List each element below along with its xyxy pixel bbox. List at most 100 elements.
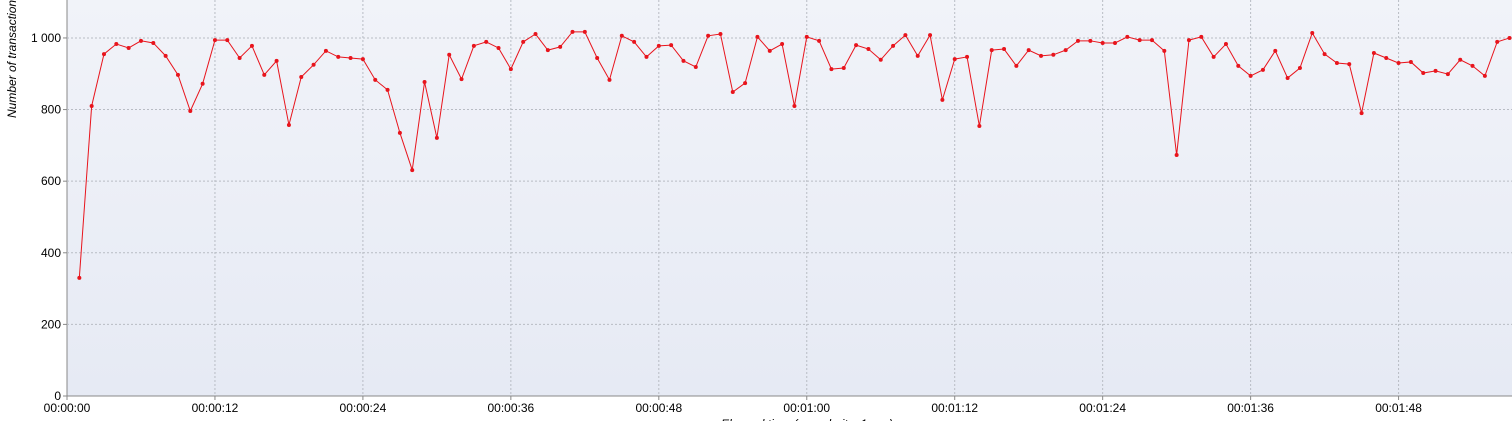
data-point (792, 103, 797, 108)
data-point (1051, 52, 1056, 57)
data-point (1322, 52, 1327, 57)
data-point (1088, 38, 1093, 43)
data-point (891, 43, 896, 48)
x-tick-label: 00:00:00 (44, 401, 91, 415)
data-point (1039, 53, 1044, 58)
data-point (163, 53, 168, 58)
data-point (1199, 34, 1204, 39)
data-point (1112, 40, 1117, 45)
data-point (1063, 48, 1068, 53)
x-axis-label: Elapsed time (granularity: 1 sec) (721, 417, 893, 421)
y-tick-label: 0 (54, 389, 61, 403)
data-point (706, 33, 711, 38)
data-point (188, 108, 193, 113)
x-tick-label: 00:01:48 (1375, 401, 1422, 415)
x-tick-label: 00:00:36 (487, 401, 534, 415)
data-point (915, 53, 920, 58)
data-point (903, 33, 908, 38)
data-point (1396, 61, 1401, 66)
data-point (718, 32, 723, 37)
data-point (1076, 38, 1081, 43)
data-point (225, 38, 230, 43)
data-point (311, 62, 316, 67)
data-point (817, 38, 822, 43)
data-point (767, 48, 772, 53)
data-point (336, 54, 341, 59)
data-point (447, 52, 452, 57)
y-tick-label: 1 000 (31, 31, 61, 45)
data-point (841, 66, 846, 71)
data-point (755, 34, 760, 39)
data-point (558, 44, 563, 49)
data-point (1507, 35, 1512, 40)
data-point (101, 52, 106, 57)
data-point (299, 74, 304, 79)
data-point (77, 275, 82, 280)
data-point (323, 48, 328, 53)
data-point (1248, 73, 1253, 78)
data-point (1125, 34, 1130, 39)
data-point (804, 34, 809, 39)
data-point (1014, 63, 1019, 68)
data-point (1260, 67, 1265, 72)
data-point (854, 43, 859, 48)
data-point (965, 54, 970, 59)
data-point (632, 39, 637, 44)
x-tick-label: 00:01:12 (931, 401, 978, 415)
data-point (1137, 38, 1142, 43)
data-point (200, 81, 205, 86)
data-point (533, 32, 538, 37)
data-point (1433, 68, 1438, 73)
data-point (373, 77, 378, 82)
data-point (286, 122, 291, 127)
data-point (940, 97, 945, 102)
data-point (1470, 63, 1475, 68)
data-point (1186, 38, 1191, 43)
data-point (619, 33, 624, 38)
data-point (693, 64, 698, 69)
y-tick-label: 600 (41, 174, 61, 188)
data-point (1211, 54, 1216, 59)
data-point (1310, 30, 1315, 35)
data-point (1334, 61, 1339, 66)
data-point (262, 72, 267, 77)
data-point (1359, 111, 1364, 116)
y-tick-label: 400 (41, 246, 61, 260)
data-point (977, 124, 982, 129)
x-tick-label: 00:00:12 (192, 401, 239, 415)
y-tick-label: 800 (41, 103, 61, 117)
data-point (89, 103, 94, 108)
data-point (866, 47, 871, 52)
data-point (114, 42, 119, 47)
data-point (348, 56, 353, 61)
data-point (928, 33, 933, 38)
data-point (1384, 56, 1389, 61)
data-point (397, 130, 402, 135)
y-tick-label: 200 (41, 317, 61, 331)
data-point (422, 79, 427, 84)
data-point (1297, 66, 1302, 71)
data-point (656, 43, 661, 48)
x-tick-label: 00:01:24 (1079, 401, 1126, 415)
x-tick-label: 00:01:36 (1227, 401, 1274, 415)
data-point (730, 90, 735, 95)
data-point (521, 39, 526, 44)
data-point (607, 77, 612, 82)
data-point (1482, 73, 1487, 78)
data-point (496, 45, 501, 50)
x-tick-label: 00:00:48 (635, 401, 682, 415)
data-point (126, 45, 131, 50)
data-point (138, 38, 143, 43)
data-point (1495, 39, 1500, 44)
x-tick-label: 00:01:00 (783, 401, 830, 415)
data-point (681, 58, 686, 63)
data-point (151, 40, 156, 45)
data-point (743, 81, 748, 86)
data-point (989, 48, 994, 53)
x-tick-label: 00:00:24 (340, 401, 387, 415)
data-point (780, 42, 785, 47)
data-point (1421, 71, 1426, 76)
data-point (1273, 48, 1278, 53)
data-point (385, 87, 390, 92)
